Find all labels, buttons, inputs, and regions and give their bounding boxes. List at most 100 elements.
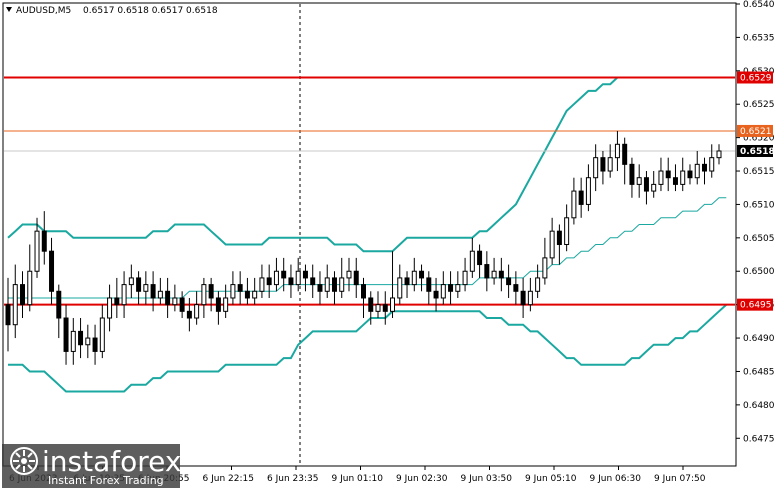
candle-body (63, 317, 69, 352)
candle-body (636, 177, 642, 185)
candle-body (658, 170, 664, 185)
candle (78, 318, 84, 359)
candle-body (143, 284, 149, 292)
price-tick-label: 0.6535 (743, 33, 775, 43)
symbol-label: AUDUSD,M5 (16, 6, 71, 16)
collapse-triangle-icon[interactable] (6, 7, 12, 12)
candle-body (353, 270, 359, 286)
candle-body (629, 163, 635, 185)
candle-body (223, 297, 229, 312)
candle (520, 277, 526, 319)
candle-body (157, 290, 163, 299)
candle-body (172, 297, 178, 306)
resistance-level-tag (737, 71, 773, 84)
candle-body (462, 270, 468, 286)
candle (484, 251, 490, 292)
candle (498, 257, 504, 292)
candle-body (687, 170, 693, 179)
candle (448, 271, 454, 305)
candle (353, 257, 359, 298)
candle (440, 271, 446, 305)
candle-body (85, 337, 91, 346)
candle-body (361, 284, 366, 299)
candle (680, 157, 686, 192)
candle (244, 277, 250, 305)
candle-body (194, 304, 200, 319)
candle-body (469, 250, 475, 272)
candle (107, 284, 113, 332)
candle (165, 277, 171, 319)
candle (34, 217, 40, 278)
candle-body (302, 270, 308, 279)
candle-body (665, 170, 671, 179)
candle (426, 271, 432, 305)
candle (70, 318, 76, 365)
chart-header: AUDUSD,M5 0.6517 0.6518 0.6517 0.6518 (6, 6, 218, 16)
watermark-tagline: Instant Forex Trading (48, 474, 164, 487)
candle (121, 271, 127, 319)
resistance-level-label: 0.6529 (740, 73, 772, 83)
candle (607, 144, 613, 178)
candle (535, 264, 541, 298)
bollinger-lower-line (8, 303, 727, 393)
candle-body (273, 270, 279, 286)
candles-group (5, 130, 722, 365)
candle (63, 304, 69, 365)
support-level-tag (737, 298, 773, 311)
price-tick-label: 0.6475 (743, 434, 775, 444)
candle (20, 271, 26, 319)
candle-body (694, 163, 700, 179)
candle (411, 257, 417, 292)
candle-body (440, 284, 446, 299)
candle-body (99, 317, 105, 352)
candle-body (114, 297, 120, 306)
price-tick-label: 0.6490 (743, 334, 775, 344)
candle (223, 284, 229, 319)
candle-body (520, 290, 526, 306)
candle-body (701, 163, 707, 172)
candle (513, 271, 519, 305)
candle-body (252, 290, 258, 299)
candle-body (201, 284, 207, 306)
candle (128, 264, 134, 298)
candle (157, 277, 163, 305)
candle-body (527, 290, 533, 306)
candle (665, 157, 671, 192)
candle-body (92, 337, 98, 352)
candle (230, 271, 236, 305)
candle (477, 244, 483, 278)
candle-body (41, 230, 47, 252)
candle (237, 271, 243, 305)
candle-body (506, 277, 512, 286)
candle-body (404, 277, 410, 286)
candle-body (672, 177, 678, 185)
candle-body (477, 250, 483, 266)
candle-body (317, 284, 323, 292)
candle (179, 291, 185, 319)
candle (455, 271, 461, 298)
price-tick-label: 0.6510 (743, 200, 775, 210)
candle (701, 157, 707, 185)
current-price-label: 0.6518 (740, 147, 775, 157)
candle-body (288, 277, 294, 286)
candle (49, 237, 55, 305)
candle-body (281, 270, 287, 279)
support-level-label: 0.6495 (740, 301, 772, 311)
candle-body (179, 297, 185, 312)
candle (527, 277, 533, 312)
candle (317, 271, 323, 305)
candle-body (237, 284, 243, 292)
price-tick-label: 0.6525 (743, 100, 775, 110)
candle (150, 271, 156, 312)
candle-body (324, 277, 330, 292)
candle (614, 130, 620, 172)
candle-body (136, 277, 142, 292)
candle-body (535, 277, 541, 292)
bollinger-bands-group (7, 76, 727, 393)
candle (578, 177, 584, 218)
candle (694, 150, 700, 185)
candle-body (593, 157, 599, 179)
candle (404, 271, 410, 298)
